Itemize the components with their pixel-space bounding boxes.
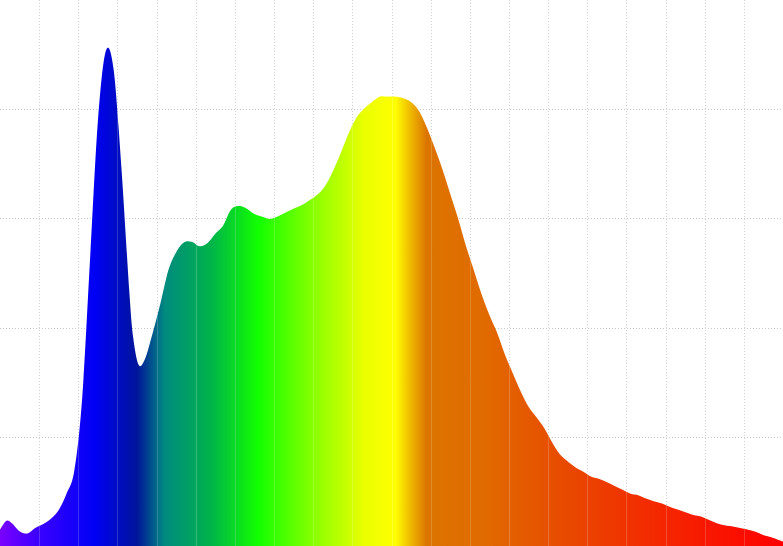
spectrum-area: [0, 47, 783, 546]
grid-overlay: [39, 0, 745, 546]
